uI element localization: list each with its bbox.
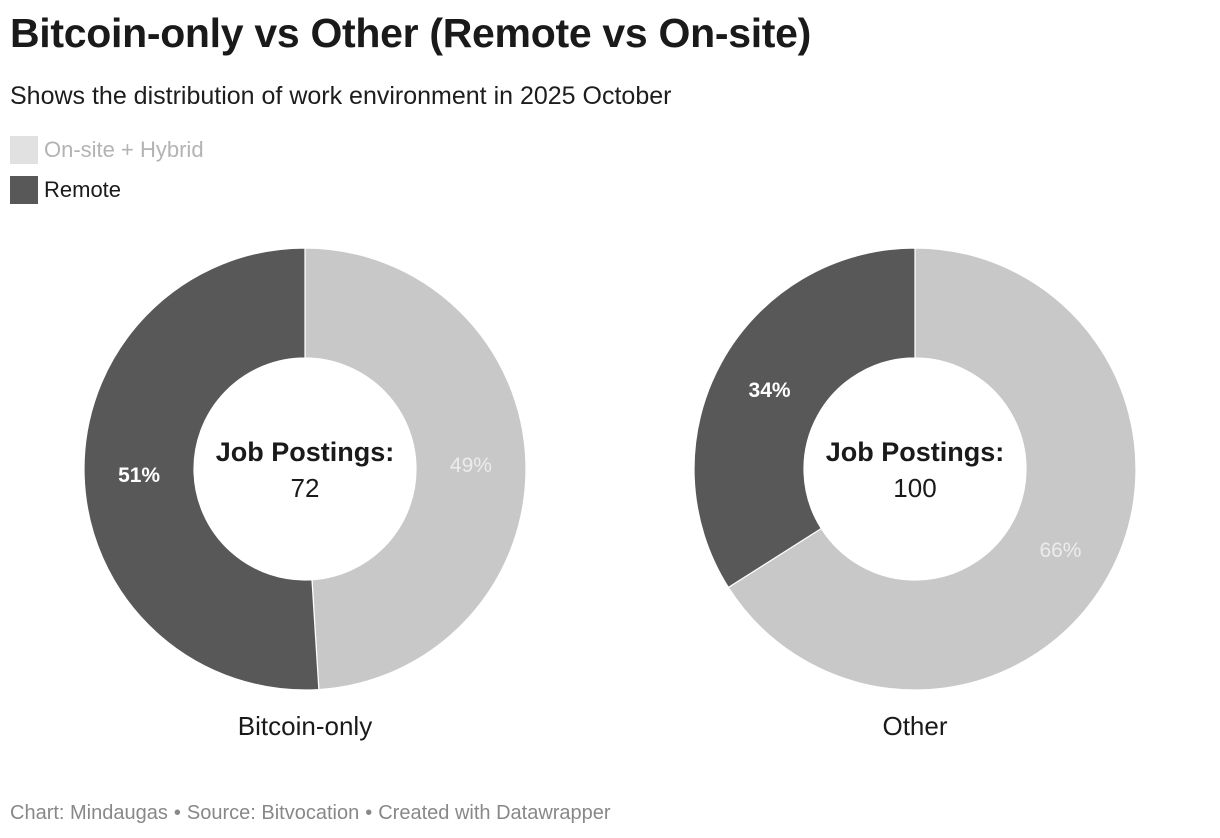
legend: On-site + Hybrid Remote — [10, 135, 204, 215]
center-value-other: 100 — [893, 473, 936, 503]
donut-slice-other-remote[interactable] — [693, 247, 916, 589]
legend-item-remote[interactable]: Remote — [10, 175, 204, 205]
footer: Chart: Mindaugas • Source: Bitvocation • Cre… — [10, 802, 611, 825]
footer-source[interactable]: Source: Bitvocation — [186, 802, 360, 824]
legend-label-onsite-hybrid: On-site + Hybrid — [44, 137, 204, 162]
chart-label-bitcoin-only: Bitcoin-only — [238, 711, 372, 741]
legend-swatch-onsite-hybrid — [10, 136, 38, 164]
chart-subtitle: Shows the distribution of work environme… — [10, 82, 672, 110]
footer-separator: • — [173, 802, 181, 824]
chart-label-other: Other — [882, 711, 947, 741]
slice-label-bitcoin-only-on-site-hybrid: 49% — [450, 454, 492, 477]
slice-label-bitcoin-only-remote: 51% — [118, 464, 160, 487]
legend-label-remote: Remote — [44, 177, 122, 202]
donut-slice-other-on-site-hybrid[interactable] — [727, 247, 1137, 691]
donut-slice-bitcoin-only-remote[interactable] — [83, 247, 320, 691]
slice-label-other-on-site-hybrid: 66% — [1039, 539, 1081, 562]
donut-slice-bitcoin-only-on-site-hybrid[interactable] — [304, 247, 527, 691]
slice-label-other-remote: 34% — [749, 379, 791, 402]
center-value-bitcoin-only: 72 — [291, 473, 320, 503]
center-title-bitcoin-only: Job Postings: — [216, 437, 395, 467]
footer-created-with[interactable]: Created with Datawrapper — [378, 802, 611, 824]
center-title-other: Job Postings: — [826, 437, 1005, 467]
footer-separator: • — [365, 802, 373, 824]
chart-title: Bitcoin-only vs Other (Remote vs On-site… — [10, 10, 811, 56]
legend-swatch-remote — [10, 176, 38, 204]
footer-chart-credit: Chart: Mindaugas — [10, 802, 168, 824]
legend-item-onsite-hybrid[interactable]: On-site + Hybrid — [10, 135, 204, 165]
donut-charts: 49% 51% Job Postings: 72 Bitcoin-only 66% 34% J… — [83, 247, 1137, 741]
